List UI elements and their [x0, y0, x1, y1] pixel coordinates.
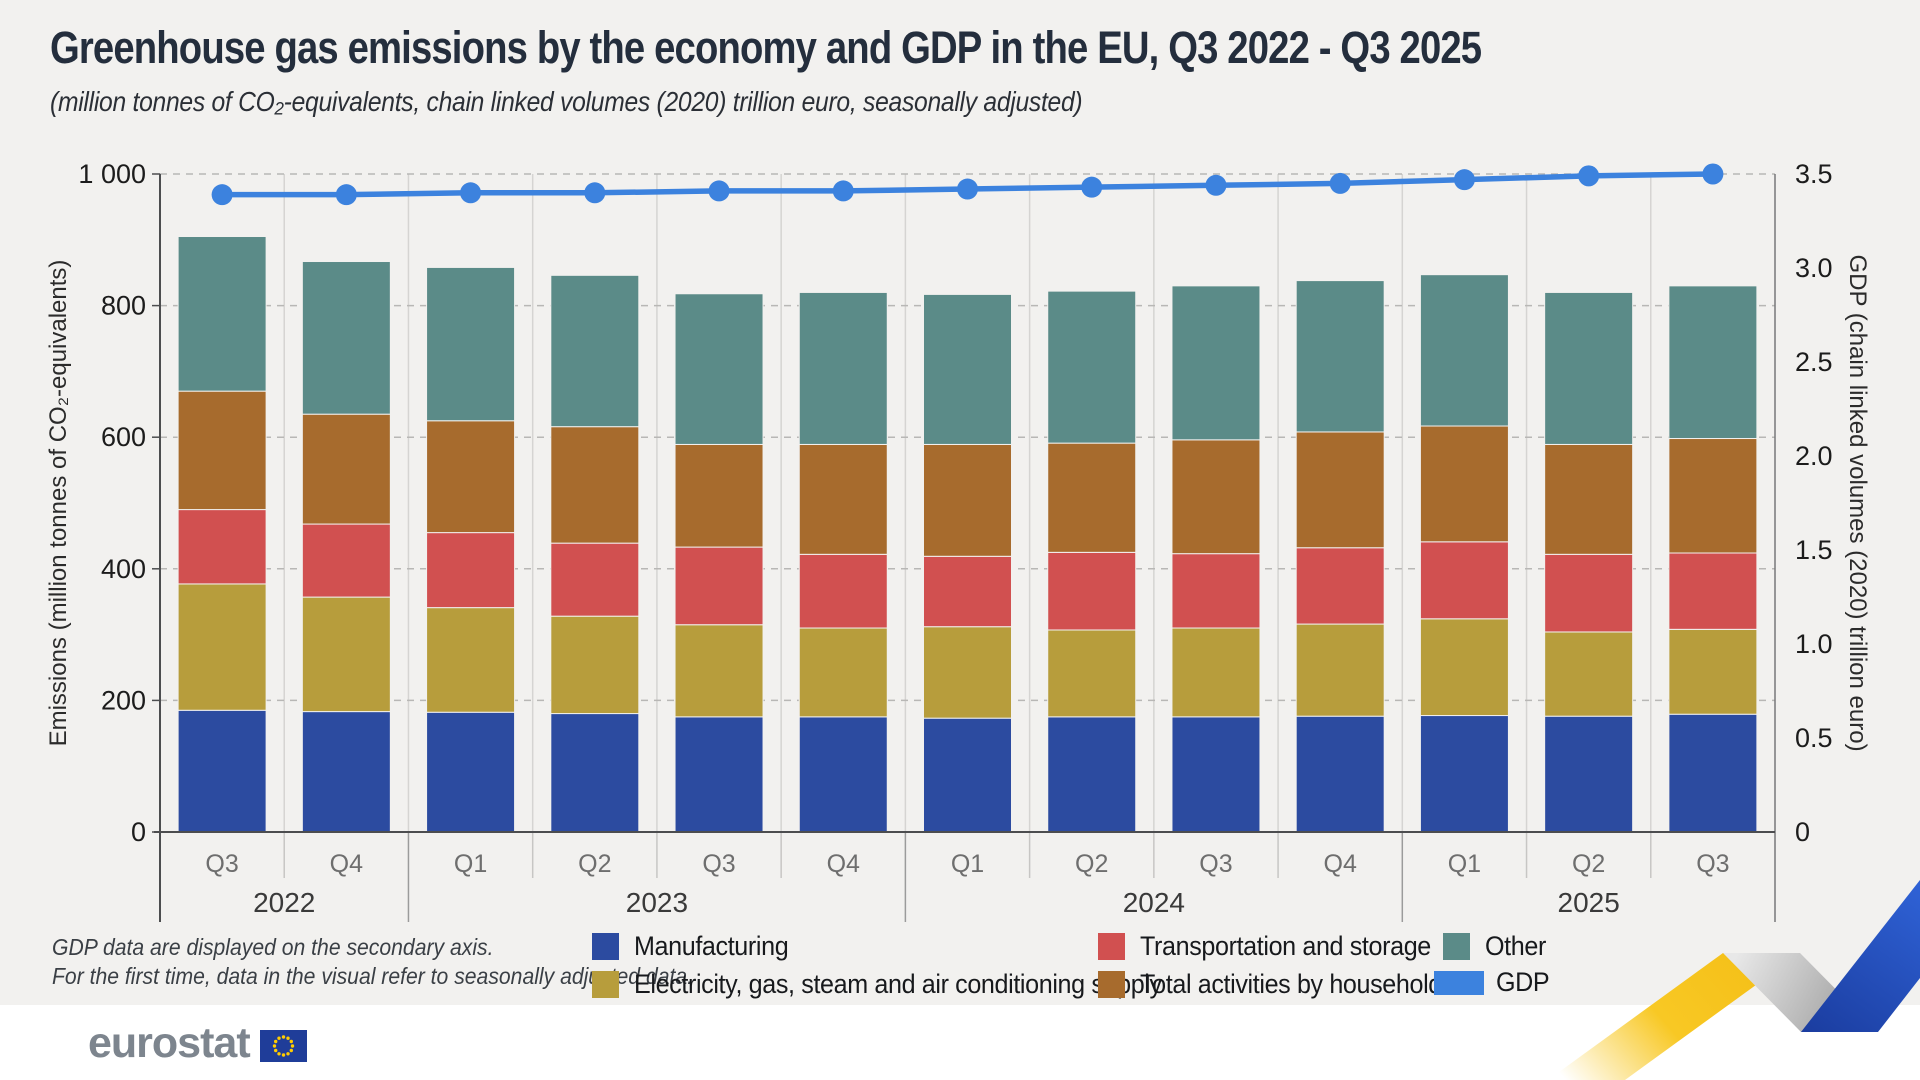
- svg-text:200: 200: [101, 685, 146, 715]
- eu-flag-icon: [259, 1029, 307, 1062]
- svg-text:Q2: Q2: [1572, 850, 1605, 878]
- svg-text:1 000: 1 000: [78, 159, 146, 189]
- svg-text:Q3: Q3: [205, 850, 238, 878]
- gdp-line-icon: [1434, 970, 1484, 995]
- svg-text:0: 0: [1795, 817, 1810, 847]
- svg-text:2.5: 2.5: [1795, 347, 1833, 377]
- svg-text:Q1: Q1: [454, 850, 487, 878]
- svg-text:Q3: Q3: [1199, 850, 1232, 878]
- zigzag-decoration-icon: [1548, 880, 1920, 1080]
- legend-label: Electricity, gas, steam and air conditio…: [634, 969, 1162, 999]
- legend-label: Other: [1485, 931, 1546, 961]
- page-title: Greenhouse gas emissions by the economy …: [50, 22, 1482, 73]
- svg-text:2.0: 2.0: [1795, 441, 1833, 471]
- svg-text:Q3: Q3: [1696, 850, 1729, 878]
- svg-text:0.5: 0.5: [1795, 723, 1833, 753]
- svg-text:2023: 2023: [626, 887, 688, 918]
- footnote-line-2: For the first time, data in the visual r…: [52, 963, 694, 989]
- legend-item-households: Total activities by households: [1098, 969, 1478, 1000]
- legend-label: Total activities by households: [1140, 969, 1455, 999]
- legend-label: GDP: [1496, 967, 1550, 997]
- svg-text:1.0: 1.0: [1795, 629, 1833, 659]
- eurostat-logo-text: eurostat: [88, 1019, 251, 1067]
- svg-text:Q3: Q3: [702, 850, 735, 878]
- footnotes: GDP data are displayed on the secondary …: [52, 933, 749, 991]
- svg-text:2022: 2022: [253, 887, 315, 918]
- svg-text:Q4: Q4: [330, 850, 363, 878]
- svg-text:Q1: Q1: [951, 850, 984, 878]
- svg-text:400: 400: [101, 554, 146, 584]
- households-swatch-icon: [1098, 971, 1125, 998]
- svg-text:1.5: 1.5: [1795, 535, 1833, 565]
- svg-text:Q2: Q2: [578, 850, 611, 878]
- svg-text:Q2: Q2: [1075, 850, 1108, 878]
- page-subtitle: (million tonnes of CO₂-equivalents, chai…: [50, 86, 1083, 117]
- legend-label: Manufacturing: [634, 931, 789, 961]
- svg-text:Q4: Q4: [1324, 850, 1357, 878]
- svg-text:2025: 2025: [1558, 887, 1620, 918]
- svg-text:3.5: 3.5: [1795, 159, 1833, 189]
- svg-text:800: 800: [101, 291, 146, 321]
- legend-item-electricity: Electricity, gas, steam and air conditio…: [592, 969, 1201, 1000]
- svg-text:Q4: Q4: [827, 850, 860, 878]
- other-swatch-icon: [1443, 933, 1470, 960]
- svg-text:0: 0: [131, 817, 146, 847]
- svg-text:2024: 2024: [1123, 887, 1185, 918]
- transportation-swatch-icon: [1098, 933, 1125, 960]
- manufacturing-swatch-icon: [592, 933, 619, 960]
- legend-item-transportation: Transportation and storage: [1098, 931, 1453, 962]
- svg-text:600: 600: [101, 422, 146, 452]
- eurostat-logo: eurostat: [88, 1022, 307, 1065]
- legend-item-manufacturing: Manufacturing: [592, 931, 800, 962]
- legend-item-other: Other: [1443, 931, 1551, 962]
- svg-text:3.0: 3.0: [1795, 253, 1833, 283]
- svg-text:Emissions (million tonnes of C: Emissions (million tonnes of CO₂-equival…: [45, 260, 72, 747]
- electricity-swatch-icon: [592, 971, 619, 998]
- legend-label: Transportation and storage: [1140, 931, 1431, 961]
- footnote-line-1: GDP data are displayed on the secondary …: [52, 934, 494, 960]
- svg-text:Q1: Q1: [1448, 850, 1481, 878]
- svg-text:GDP (chain linked volumes (202: GDP (chain linked volumes (2020) trillio…: [1844, 254, 1871, 751]
- legend-item-gdp: GDP: [1434, 967, 1553, 998]
